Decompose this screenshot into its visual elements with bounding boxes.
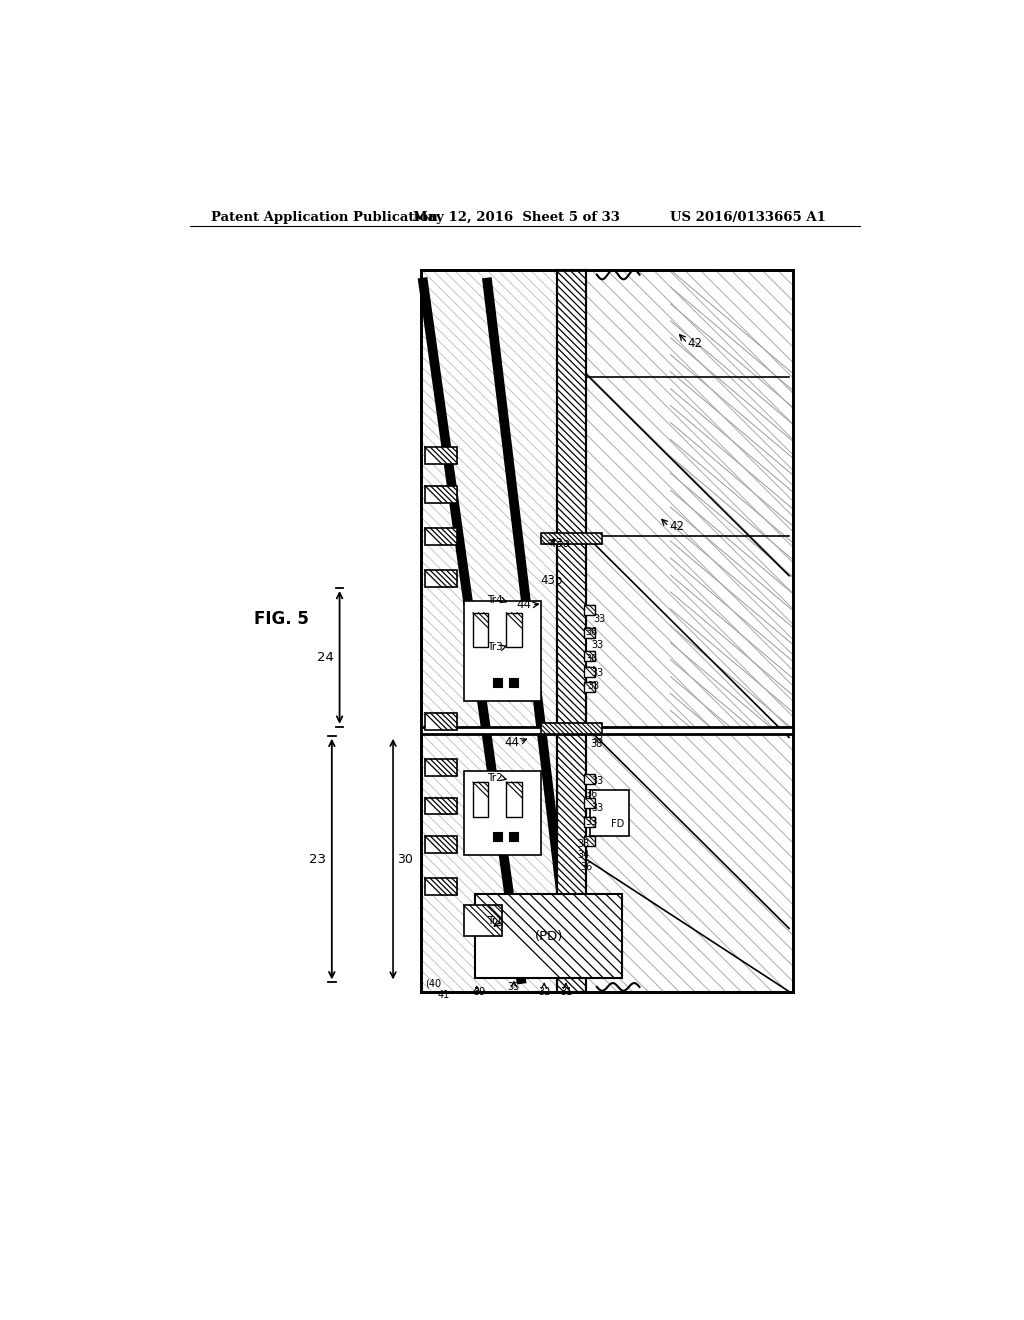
Bar	[585, 667, 595, 677]
Text: 33: 33	[586, 817, 597, 828]
Text: 33: 33	[592, 640, 604, 649]
Bar	[493, 678, 503, 688]
Bar	[541, 533, 601, 544]
Text: 36: 36	[580, 862, 592, 871]
Text: 33: 33	[588, 681, 600, 690]
Bar	[585, 797, 595, 808]
Bar	[585, 651, 595, 661]
Text: 36: 36	[586, 788, 597, 799]
Bar	[425, 486, 458, 503]
Bar	[509, 678, 518, 688]
Bar	[585, 605, 595, 615]
Bar	[585, 775, 595, 784]
Bar	[475, 894, 623, 978]
Text: 23: 23	[308, 853, 326, 866]
Text: 34: 34	[578, 850, 590, 861]
Bar	[585, 836, 595, 846]
Bar	[493, 832, 503, 841]
Text: 33: 33	[592, 668, 604, 677]
Bar	[425, 447, 458, 465]
Text: 44: 44	[505, 735, 519, 748]
Bar	[421, 271, 793, 991]
Text: 35: 35	[508, 982, 520, 991]
Bar	[506, 612, 521, 647]
Text: May 12, 2016  Sheet 5 of 33: May 12, 2016 Sheet 5 of 33	[414, 211, 621, 224]
Text: 42: 42	[669, 520, 684, 533]
Text: 44: 44	[517, 598, 531, 611]
Text: 36: 36	[586, 627, 597, 638]
Text: 30: 30	[397, 853, 413, 866]
Text: 41: 41	[438, 990, 451, 999]
Bar	[585, 817, 595, 826]
Text: 43a: 43a	[549, 537, 571, 550]
Text: 33: 33	[592, 776, 604, 785]
Text: 32: 32	[539, 987, 551, 998]
Text: 31: 31	[560, 987, 572, 998]
Text: 42: 42	[687, 337, 702, 350]
Bar	[425, 570, 458, 587]
Bar	[473, 612, 488, 647]
Text: Tr3: Tr3	[486, 643, 503, 652]
Bar	[421, 726, 793, 734]
Bar	[509, 832, 518, 841]
Text: Tr2: Tr2	[486, 774, 503, 783]
Bar	[464, 771, 541, 855]
Bar	[541, 723, 601, 734]
Text: 24: 24	[316, 651, 334, 664]
Bar	[585, 682, 595, 692]
Text: 36: 36	[586, 653, 597, 664]
Bar	[425, 878, 458, 895]
Bar	[425, 836, 458, 853]
Text: 33: 33	[593, 614, 605, 624]
Text: (40: (40	[425, 979, 441, 989]
Text: FIG. 5: FIG. 5	[254, 610, 309, 628]
Text: 33: 33	[578, 838, 590, 849]
Text: Tr4: Tr4	[486, 595, 503, 606]
Text: (PD): (PD)	[535, 929, 563, 942]
Bar	[425, 528, 458, 545]
Text: 39: 39	[473, 986, 485, 997]
Bar	[585, 628, 595, 638]
Text: US 2016/0133665 A1: US 2016/0133665 A1	[671, 211, 826, 224]
Text: 33: 33	[592, 735, 604, 744]
Bar	[590, 789, 629, 836]
Bar	[421, 271, 793, 991]
Text: FD: FD	[611, 820, 624, 829]
Text: 43b: 43b	[541, 574, 562, 587]
Bar	[464, 601, 541, 701]
Bar	[464, 906, 503, 936]
Text: Tr1: Tr1	[486, 916, 503, 925]
Bar	[425, 713, 458, 730]
Bar	[473, 781, 488, 817]
Bar	[425, 797, 458, 814]
Bar	[506, 781, 521, 817]
Text: 33: 33	[592, 803, 604, 813]
Bar	[557, 271, 586, 991]
Text: Patent Application Publication: Patent Application Publication	[211, 211, 437, 224]
Bar	[425, 759, 458, 776]
Text: 38: 38	[591, 739, 603, 748]
